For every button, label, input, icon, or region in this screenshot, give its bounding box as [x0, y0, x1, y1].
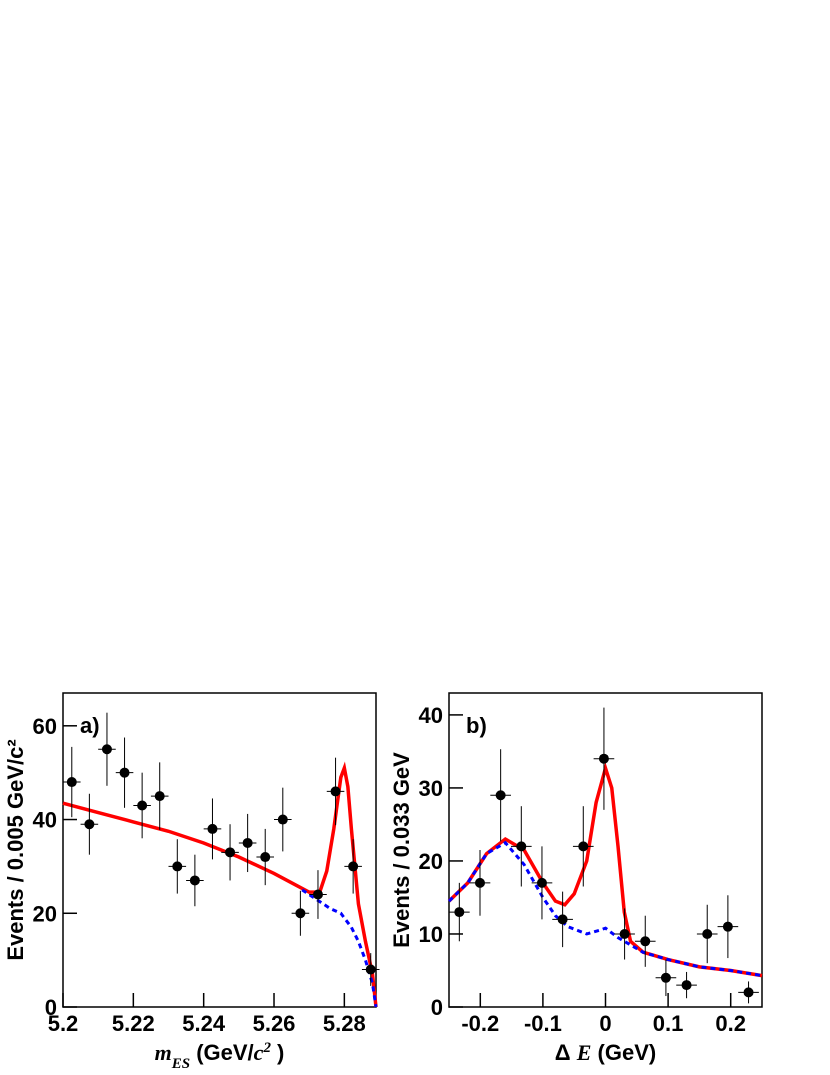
data-point [172, 861, 183, 872]
data-point [66, 777, 77, 788]
y-tick-label: 40 [33, 808, 57, 833]
x-tick-label: 5.2 [48, 1011, 79, 1036]
data-point [474, 877, 485, 888]
data-point [640, 936, 651, 947]
data-point [137, 800, 148, 811]
x-tick-label: 5.28 [323, 1011, 366, 1036]
fit-curve [447, 840, 763, 978]
data-point [207, 823, 218, 834]
data-point [295, 908, 306, 919]
y-tick-label: 10 [419, 922, 443, 947]
x-axis-title-part: ES [171, 1056, 190, 1072]
y-tick-label: 30 [419, 776, 443, 801]
plot-frame [62, 692, 377, 1008]
data-point [619, 928, 630, 939]
x-axis-title-part: c [254, 1040, 264, 1065]
x-tick-label: 5.24 [182, 1011, 226, 1036]
y-tick-label: 0 [431, 995, 443, 1020]
panel: 0 10 20 30 40 -0.2 -0.1 0 0.1 0.2 b) Events / 0.033… [389, 692, 763, 1065]
x-axis-title-part: (GeV/ [190, 1040, 254, 1065]
fit-curve [62, 761, 378, 1008]
panel: 0 20 40 60 5.2 5.22 5.24 5.26 5.28 a) Events / 0.0… [3, 692, 380, 1072]
data-point [454, 907, 465, 918]
data-point [119, 767, 130, 778]
data-point [260, 852, 271, 863]
x-tick-label: -0.2 [461, 1011, 499, 1036]
x-tick-label: -0.1 [524, 1011, 562, 1036]
x-tick-label: 0.2 [715, 1011, 746, 1036]
x-axis-title-part: m [155, 1040, 172, 1065]
plot-frame [448, 692, 763, 1008]
data-point [516, 841, 527, 852]
data-point [578, 841, 589, 852]
y-tick-label: 40 [419, 703, 443, 728]
x-tick-label: 5.22 [112, 1011, 155, 1036]
x-axis-title-part: E [576, 1040, 592, 1065]
y-axis-title: Events / 0.005 GeV/c² [3, 739, 28, 960]
data-point [101, 744, 112, 755]
data-point [365, 964, 376, 975]
data-point [348, 861, 359, 872]
panel-label: a) [80, 713, 100, 738]
y-axis-title: Events / 0.033 GeV [389, 752, 414, 948]
fit-curve [301, 888, 378, 1008]
x-tick-label: 0.1 [653, 1011, 684, 1036]
data-point [312, 889, 323, 900]
x-axis-title-part: (GeV) [591, 1040, 656, 1065]
data-point [660, 972, 671, 983]
x-axis-title-part: 2 [262, 1040, 271, 1056]
data-point [557, 914, 568, 925]
data-point [495, 790, 506, 801]
panel-label: b) [466, 713, 487, 738]
data-point [242, 837, 253, 848]
data-point [277, 814, 288, 825]
x-axis-title: Δ E (GeV) [555, 1040, 656, 1065]
data-point [84, 819, 95, 830]
y-tick-label: 60 [33, 714, 57, 739]
x-axis-title-part: Δ [555, 1040, 577, 1065]
x-axis-title-part: ) [271, 1040, 284, 1065]
fit-curve [447, 762, 763, 978]
data-point [681, 980, 692, 991]
y-tick-label: 0 [45, 995, 57, 1020]
data-point [154, 791, 165, 802]
data-point [702, 928, 713, 939]
y-tick-label: 20 [419, 849, 443, 874]
data-point [330, 786, 341, 797]
y-tick-label: 20 [33, 901, 57, 926]
data-point [536, 877, 547, 888]
data-point [189, 875, 200, 886]
data-point [722, 921, 733, 932]
data-point [225, 847, 236, 858]
x-axis-title: mES (GeV/c2 ) [155, 1040, 285, 1072]
data-point [743, 987, 754, 998]
x-tick-label: 5.26 [253, 1011, 296, 1036]
data-point [598, 753, 609, 764]
x-tick-label: 0 [599, 1011, 611, 1036]
